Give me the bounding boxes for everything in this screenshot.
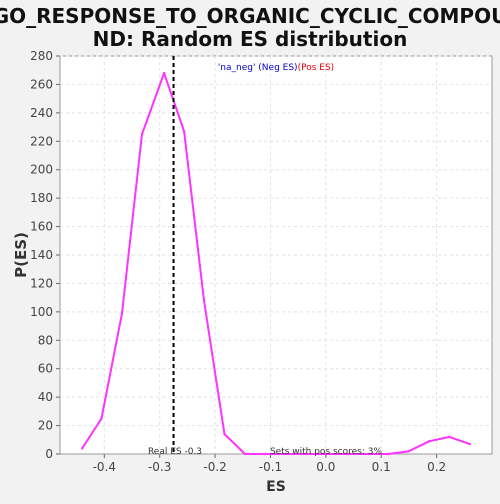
y-tick-label-5: 100	[30, 305, 53, 319]
y-tick-label-4: 80	[38, 333, 53, 347]
x-axis-label: ES	[266, 479, 286, 495]
x-tick-label-6: 0.2	[427, 460, 446, 474]
data-point-0-19	[468, 442, 472, 446]
legend: 'na_neg' (Neg ES)(Pos ES)	[218, 63, 334, 73]
y-tick-label-0: 0	[45, 447, 53, 461]
data-point-0-5	[182, 130, 186, 133]
y-tick-label-6: 120	[30, 276, 53, 290]
chart-title-line-1: GO_RESPONSE_TO_ORGANIC_CYCLIC_COMPOU	[0, 4, 500, 28]
y-tick-label-11: 220	[30, 134, 53, 148]
x-tick-label-2: -0.2	[203, 460, 226, 474]
legend-part-0: 'na_neg'	[218, 63, 256, 73]
pos-scores-annotation: Sets with pos scores: 3%	[270, 447, 383, 457]
data-point-0-1	[100, 417, 103, 420]
y-tick-label-9: 180	[30, 191, 53, 205]
data-point-0-6	[202, 299, 206, 302]
y-tick-label-7: 140	[30, 248, 53, 262]
y-tick-label-10: 200	[30, 163, 53, 177]
series-layer	[80, 71, 472, 456]
y-tick-label-8: 160	[30, 220, 53, 234]
y-axis-label: P(ES)	[12, 232, 30, 278]
data-point-0-13	[346, 452, 350, 456]
x-tick-label-4: 0.0	[316, 460, 335, 474]
series-line-0	[81, 72, 471, 455]
data-point-0-15	[387, 452, 390, 456]
data-point-0-2	[120, 312, 124, 315]
data-point-0-11	[304, 452, 308, 456]
data-point-0-17	[428, 440, 431, 443]
data-point-0-0	[80, 447, 84, 450]
data-point-0-16	[407, 449, 411, 453]
data-point-0-12	[324, 452, 328, 456]
data-point-0-8	[243, 452, 247, 456]
y-tick-label-12: 240	[30, 106, 53, 120]
chart-title-line-2: ND: Random ES distribution	[93, 27, 408, 51]
data-point-0-4	[162, 71, 166, 75]
data-point-0-14	[367, 452, 370, 456]
legend-part-2: (Pos ES)	[298, 63, 335, 73]
data-point-0-18	[448, 435, 451, 439]
grid	[60, 55, 492, 454]
data-point-0-10	[284, 452, 287, 456]
data-point-0-3	[140, 132, 144, 136]
x-tick-label-0: -0.4	[93, 460, 116, 474]
y-tick-label-3: 60	[38, 362, 53, 376]
y-tick-label-13: 260	[30, 77, 53, 91]
x-tick-label-5: 0.1	[372, 460, 391, 474]
data-point-0-9	[263, 452, 267, 456]
real-es-label: Real ES -0.3	[148, 447, 202, 457]
y-tick-label-14: 280	[30, 49, 53, 63]
data-point-0-7	[223, 432, 226, 436]
x-tick-label-3: -0.1	[259, 460, 282, 474]
axes: 0 20 40 60 80 100 120 140 160 180 200 220 240 260 280 -…	[30, 49, 446, 474]
y-tick-label-2: 40	[38, 390, 53, 404]
legend-part-1: (Neg ES)	[255, 63, 297, 73]
y-tick-label-1: 20	[38, 419, 53, 433]
x-tick-label-1: -0.3	[148, 460, 171, 474]
